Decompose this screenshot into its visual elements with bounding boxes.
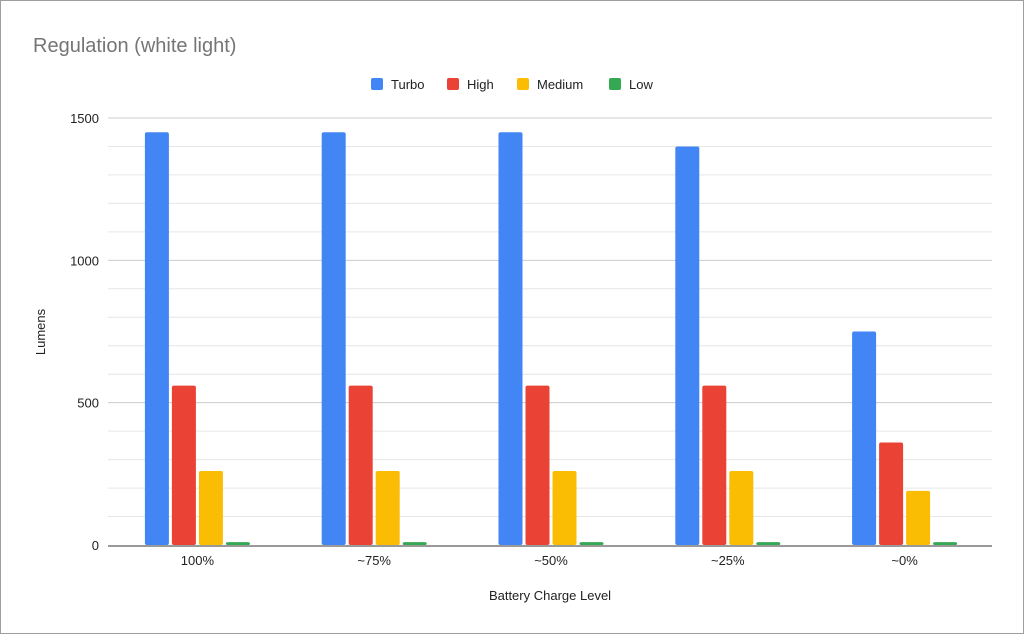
bar-turbo: [852, 331, 877, 545]
y-tick-label: 0: [92, 538, 99, 553]
bar-medium: [375, 470, 400, 545]
bar-low: [933, 542, 958, 545]
bar-medium: [198, 470, 223, 545]
legend-label: Turbo: [391, 77, 424, 92]
y-tick-label: 1000: [70, 253, 99, 268]
y-tick-label: 1500: [70, 111, 99, 126]
bar-medium: [906, 490, 931, 545]
x-tick-label: 100%: [181, 553, 215, 568]
bar-turbo: [144, 132, 169, 545]
bar-low: [579, 542, 604, 545]
legend-label: High: [467, 77, 494, 92]
bar-turbo: [675, 146, 700, 545]
bar-low: [402, 542, 427, 545]
bar-medium: [552, 470, 577, 545]
bar-high: [171, 385, 196, 545]
legend-swatch-turbo: [371, 78, 383, 90]
legend-label: Low: [629, 77, 653, 92]
bar-medium: [729, 470, 754, 545]
bar-high: [879, 442, 904, 545]
legend-swatch-medium: [517, 78, 529, 90]
x-tick-label: ~50%: [534, 553, 568, 568]
y-tick-label: 500: [77, 396, 99, 411]
bar-high: [348, 385, 373, 545]
y-axis-label: Lumens: [33, 308, 48, 355]
legend-swatch-high: [447, 78, 459, 90]
x-axis-label: Battery Charge Level: [489, 588, 611, 603]
bar-high: [525, 385, 550, 545]
chart-title: Regulation (white light): [33, 35, 236, 57]
bar-turbo: [321, 132, 346, 545]
bar-low: [225, 542, 250, 545]
bar-low: [756, 542, 781, 545]
x-tick-label: ~25%: [711, 553, 745, 568]
x-tick-label: ~0%: [891, 553, 918, 568]
x-tick-label: ~75%: [357, 553, 391, 568]
bar-turbo: [498, 132, 523, 545]
bar-high: [702, 385, 727, 545]
legend-swatch-low: [609, 78, 621, 90]
legend-label: Medium: [537, 77, 583, 92]
